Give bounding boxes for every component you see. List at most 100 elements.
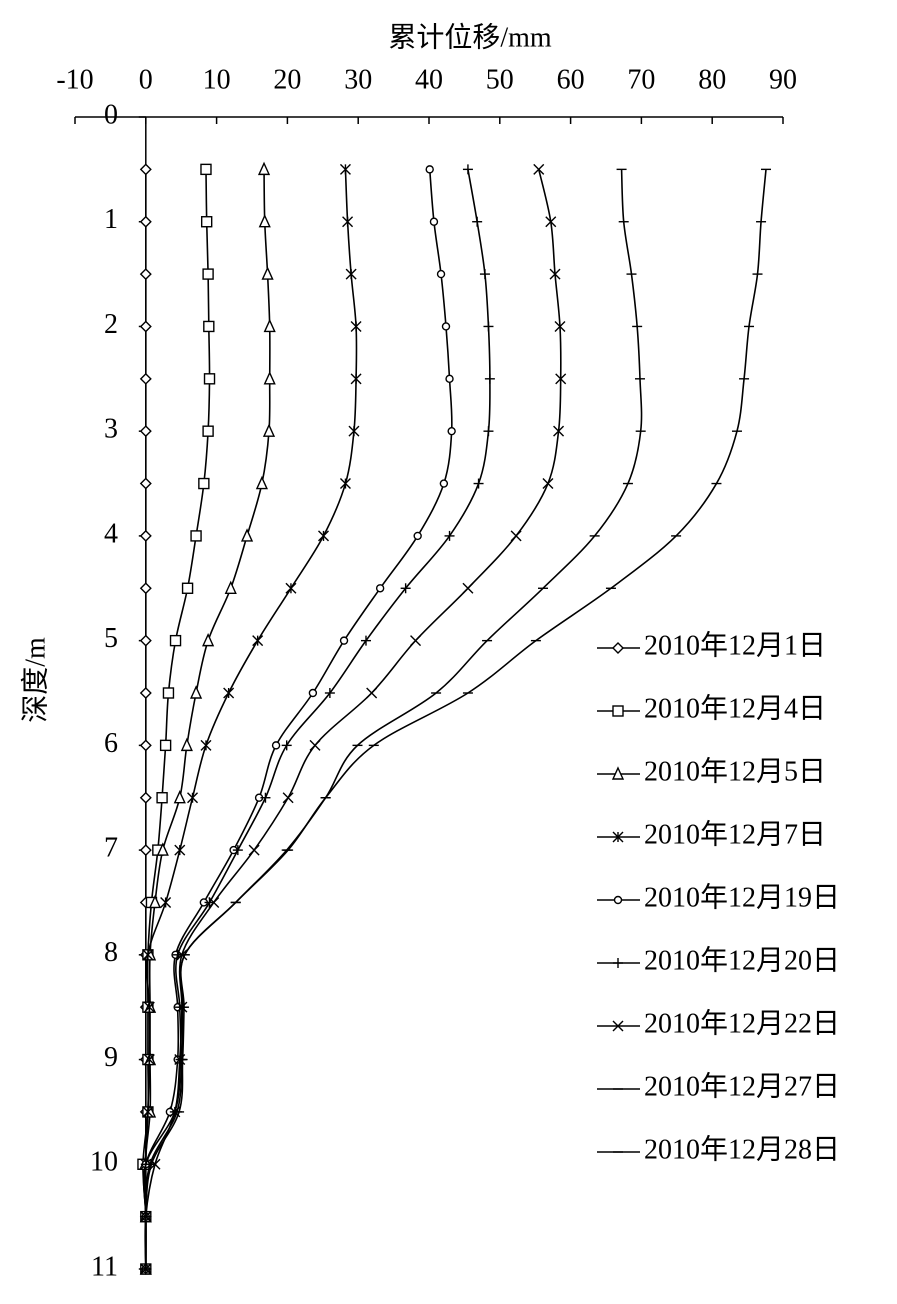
marker-shape <box>190 530 202 542</box>
marker-shape <box>173 790 186 804</box>
marker-shape <box>139 844 152 857</box>
series-line <box>144 169 358 1269</box>
marker <box>139 844 152 857</box>
marker <box>554 320 566 332</box>
marker <box>375 584 385 593</box>
marker <box>309 739 321 751</box>
marker-shape <box>162 687 175 699</box>
marker <box>447 426 456 436</box>
marker <box>139 529 152 542</box>
marker <box>139 163 152 176</box>
x-tick-label: 80 <box>698 64 726 95</box>
y-tick-label: 5 <box>104 623 118 654</box>
marker-shape <box>447 426 456 436</box>
marker <box>345 268 357 280</box>
marker <box>263 371 276 385</box>
marker-shape <box>255 475 268 490</box>
marker <box>425 165 434 174</box>
marker <box>429 217 439 226</box>
y-tick-label: 2 <box>104 309 118 340</box>
marker <box>139 791 152 804</box>
marker-shape <box>139 320 152 333</box>
marker-shape <box>139 425 152 438</box>
y-tick-label: 11 <box>91 1251 118 1282</box>
marker <box>612 642 624 654</box>
marker <box>339 636 349 645</box>
legend-item: 2010年12月19日 <box>597 881 840 913</box>
marker <box>139 687 152 699</box>
marker <box>156 792 168 804</box>
x-tick-label: 70 <box>627 64 655 95</box>
marker-shape <box>612 705 624 717</box>
legend-item: 2010年12月22日 <box>597 1007 840 1039</box>
marker-shape <box>202 268 214 280</box>
marker-shape <box>445 374 454 384</box>
marker <box>441 322 451 331</box>
marker <box>200 739 212 751</box>
marker <box>472 216 483 227</box>
x-tick-label: 20 <box>273 64 301 95</box>
x-tick-label: 50 <box>486 64 514 95</box>
marker <box>553 425 565 437</box>
marker <box>342 216 354 228</box>
marker-shape <box>613 895 623 905</box>
marker-shape <box>198 477 210 490</box>
marker <box>473 478 484 489</box>
marker <box>479 269 490 280</box>
legend-item: 2010年12月4日 <box>597 692 826 724</box>
marker-shape <box>156 842 169 856</box>
marker-shape <box>200 216 213 228</box>
marker <box>223 687 235 699</box>
marker-shape <box>139 739 152 752</box>
marker <box>271 741 281 750</box>
marker-shape <box>439 479 449 488</box>
marker <box>180 737 193 752</box>
marker <box>202 268 214 280</box>
marker <box>159 739 172 752</box>
series-line <box>144 169 271 1270</box>
marker <box>612 705 624 717</box>
marker <box>261 266 274 280</box>
marker-shape <box>612 642 624 654</box>
marker-shape <box>159 739 172 752</box>
marker <box>139 477 152 490</box>
marker-stroke <box>462 582 474 594</box>
legend-item: 2010年12月7日 <box>597 818 826 850</box>
marker-shape <box>200 163 212 176</box>
marker <box>285 582 297 594</box>
marker-shape <box>263 371 276 385</box>
marker <box>549 268 561 280</box>
series-line <box>144 169 767 1270</box>
marker <box>348 425 360 437</box>
marker <box>174 844 186 856</box>
marker-shape <box>425 165 434 174</box>
marker <box>139 634 152 647</box>
marker <box>142 949 154 961</box>
marker <box>258 214 271 228</box>
series-line <box>142 169 491 1269</box>
marker <box>173 790 186 804</box>
marker <box>148 894 162 909</box>
marker <box>248 844 260 856</box>
marker-stroke <box>612 1020 624 1032</box>
marker <box>462 582 474 594</box>
x-tick-label: 60 <box>557 64 585 95</box>
marker <box>445 374 454 384</box>
marker <box>200 163 212 176</box>
marker <box>555 373 567 385</box>
marker <box>510 530 522 542</box>
marker-shape <box>139 372 152 385</box>
marker-shape <box>203 320 215 333</box>
marker <box>339 478 351 490</box>
marker <box>139 268 152 281</box>
marker <box>439 479 449 488</box>
marker-stroke <box>542 478 554 490</box>
marker-shape <box>148 894 162 909</box>
marker-stroke <box>555 373 567 385</box>
marker-stroke <box>208 896 220 908</box>
marker <box>436 269 446 279</box>
marker <box>484 373 495 384</box>
marker-shape <box>240 528 254 542</box>
x-axis-label: 累计位移/mm <box>388 21 552 53</box>
